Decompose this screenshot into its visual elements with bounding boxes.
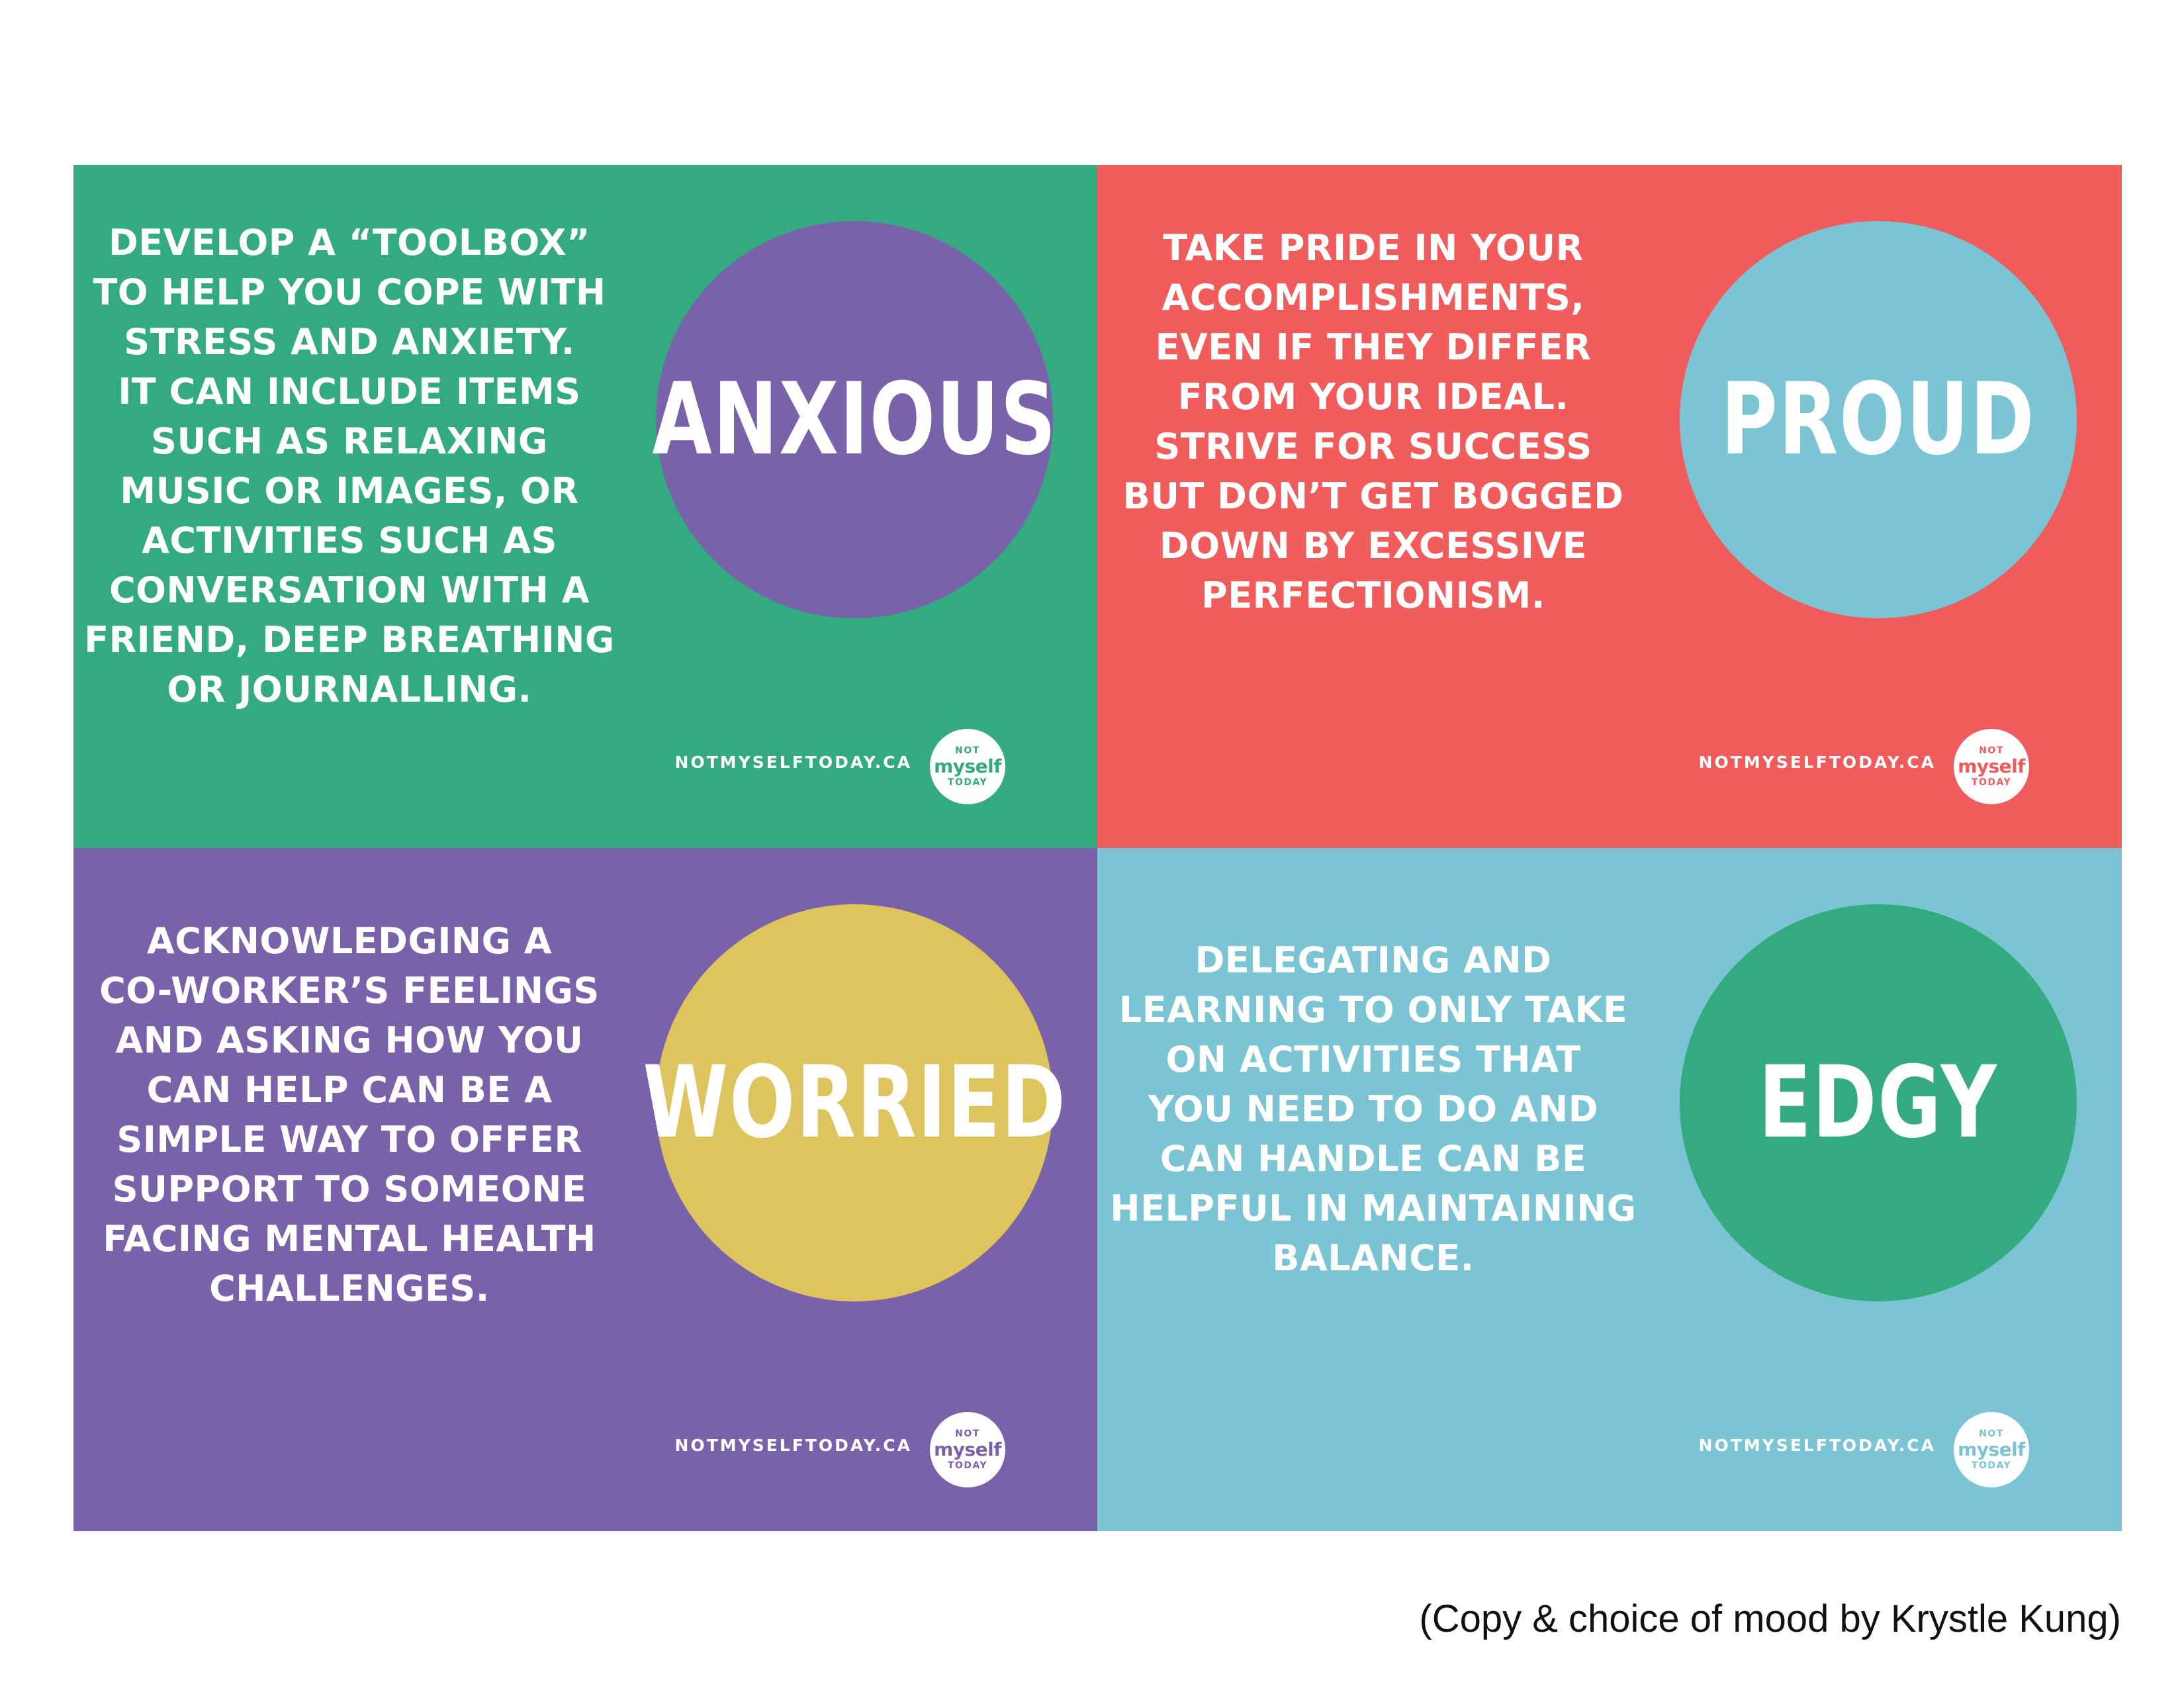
mood-circle: PROUD	[1680, 221, 2077, 618]
logo-not: NOT	[955, 1429, 980, 1439]
card-message: DELEGATING AND LEARNING TO ONLY TAKE ON …	[1110, 939, 1637, 1279]
website-link[interactable]: NOTMYSELFTODAY.CA	[1698, 753, 1936, 772]
not-myself-today-logo: NOT myself TODAY	[1954, 1412, 2029, 1487]
logo-myself: myself	[1958, 1438, 2025, 1460]
logo-myself: myself	[934, 755, 1001, 777]
mood-card-edgy: DELEGATING AND LEARNING TO ONLY TAKE ON …	[1097, 848, 2122, 1531]
website-link[interactable]: NOTMYSELFTODAY.CA	[674, 753, 912, 772]
card-message: ACKNOWLEDGING A CO-WORKER’S FEELINGS AND…	[99, 920, 600, 1309]
logo-myself: myself	[934, 1438, 1001, 1460]
card-message: DEVELOP A “TOOLBOX” TO HELP YOU COPE WIT…	[84, 222, 615, 710]
logo-today: TODAY	[947, 777, 988, 788]
not-myself-today-logo: NOT myself TODAY	[930, 1412, 1005, 1487]
logo-not: NOT	[955, 745, 980, 756]
credit-caption: (Copy & choice of mood by Krystle Kung)	[1419, 1597, 2121, 1640]
mood-card-proud: TAKE PRIDE IN YOUR ACCOMPLISHMENTS, EVEN…	[1097, 165, 2122, 848]
mood-word: ANXIOUS	[652, 362, 1057, 477]
mood-card-worried: ACKNOWLEDGING A CO-WORKER’S FEELINGS AND…	[73, 848, 1098, 1531]
not-myself-today-logo: NOT myself TODAY	[930, 729, 1005, 804]
not-myself-today-logo: NOT myself TODAY	[1954, 729, 2029, 804]
mood-word: WORRIED	[642, 1045, 1067, 1160]
mood-circle: EDGY	[1680, 904, 2077, 1301]
logo-not: NOT	[1979, 745, 2004, 756]
card-message: TAKE PRIDE IN YOUR ACCOMPLISHMENTS, EVEN…	[1122, 227, 1624, 616]
logo-today: TODAY	[947, 1460, 988, 1471]
mood-card-anxious: DEVELOP A “TOOLBOX” TO HELP YOU COPE WIT…	[73, 165, 1098, 848]
logo-myself: myself	[1958, 755, 2025, 777]
website-link[interactable]: NOTMYSELFTODAY.CA	[1698, 1436, 1936, 1455]
mood-word: PROUD	[1721, 362, 2036, 477]
mood-circle: ANXIOUS	[652, 221, 1056, 618]
website-link[interactable]: NOTMYSELFTODAY.CA	[674, 1436, 912, 1455]
logo-today: TODAY	[1971, 1460, 2012, 1471]
logo-not: NOT	[1979, 1429, 2004, 1439]
mood-word: EDGY	[1758, 1045, 1998, 1160]
mood-circle: WORRIED	[643, 904, 1066, 1301]
logo-today: TODAY	[1971, 777, 2012, 788]
